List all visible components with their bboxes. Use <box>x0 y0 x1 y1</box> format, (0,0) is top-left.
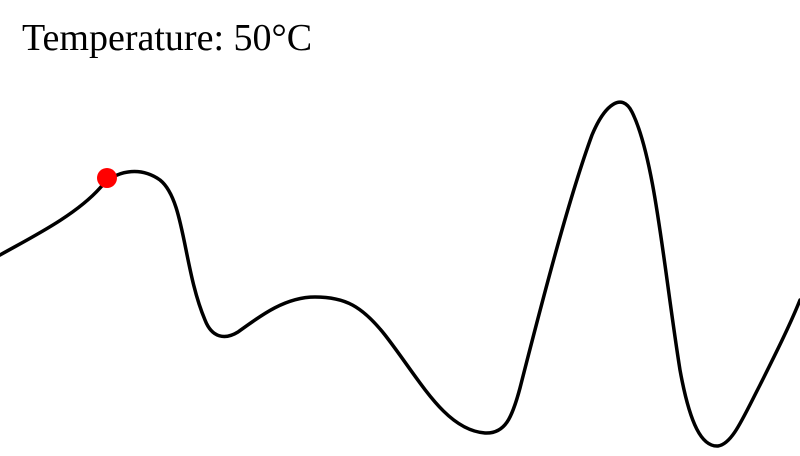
red-ball[interactable] <box>97 168 117 188</box>
temperature-readout: Temperature: 50°C <box>22 17 313 59</box>
terrain-curve <box>0 100 800 448</box>
